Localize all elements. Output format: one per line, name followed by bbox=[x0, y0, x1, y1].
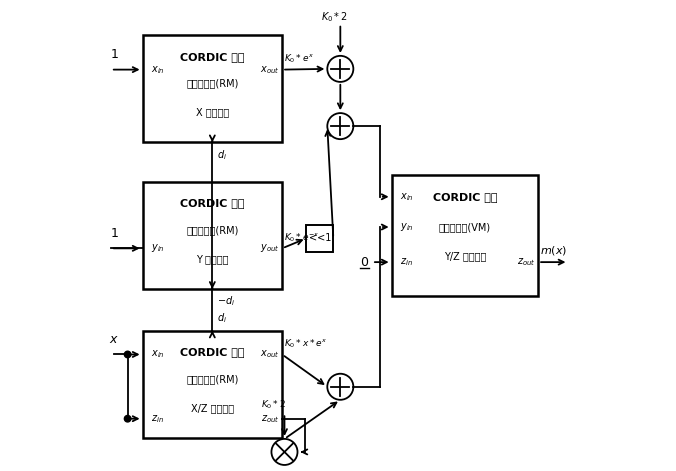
Circle shape bbox=[327, 113, 354, 139]
Text: $K_0*e^{-x}$: $K_0*e^{-x}$ bbox=[283, 231, 319, 244]
Text: $x_{in}$: $x_{in}$ bbox=[400, 191, 414, 203]
Text: $-d_i$: $-d_i$ bbox=[217, 295, 235, 309]
Circle shape bbox=[327, 374, 354, 400]
Text: 双曲坐标系(RM): 双曲坐标系(RM) bbox=[186, 374, 239, 384]
Text: $d_i$: $d_i$ bbox=[217, 148, 227, 162]
Text: $d_i$: $d_i$ bbox=[217, 311, 227, 325]
Text: 1: 1 bbox=[111, 48, 119, 61]
Circle shape bbox=[124, 415, 131, 422]
Text: $m(x)$: $m(x)$ bbox=[541, 244, 568, 257]
Text: $x_{out}$: $x_{out}$ bbox=[260, 64, 280, 75]
Bar bbox=[143, 35, 282, 142]
Text: $K_0*e^x$: $K_0*e^x$ bbox=[285, 52, 314, 65]
Text: Y 处理链路: Y 处理链路 bbox=[196, 254, 228, 264]
Circle shape bbox=[327, 56, 354, 82]
Text: $x$: $x$ bbox=[109, 333, 119, 346]
Text: $y_{in}$: $y_{in}$ bbox=[151, 243, 165, 254]
Text: <<1: <<1 bbox=[309, 233, 331, 244]
Text: 线性坐标系(VM): 线性坐标系(VM) bbox=[439, 222, 491, 232]
Bar bbox=[391, 175, 538, 296]
Text: CORDIC 算法: CORDIC 算法 bbox=[180, 52, 245, 62]
Text: $z_{in}$: $z_{in}$ bbox=[400, 256, 413, 268]
Text: 0: 0 bbox=[360, 256, 368, 268]
Text: X/Z 处理链路: X/Z 处理链路 bbox=[191, 403, 234, 413]
Text: CORDIC 算法: CORDIC 算法 bbox=[180, 347, 245, 357]
Text: 双曲坐标系(RM): 双曲坐标系(RM) bbox=[186, 79, 239, 89]
Text: Y/Z 处理链路: Y/Z 处理链路 bbox=[443, 251, 486, 261]
Text: $x_{in}$: $x_{in}$ bbox=[151, 64, 165, 75]
Text: $K_0*2$: $K_0*2$ bbox=[321, 10, 347, 24]
Bar bbox=[143, 182, 282, 289]
Text: $y_{in}$: $y_{in}$ bbox=[400, 221, 414, 233]
Text: $y_{out}$: $y_{out}$ bbox=[260, 243, 280, 254]
Circle shape bbox=[124, 351, 131, 358]
Circle shape bbox=[272, 439, 297, 465]
Text: $K_0*x*e^x$: $K_0*x*e^x$ bbox=[283, 337, 327, 350]
Bar bbox=[306, 225, 333, 252]
Text: $z_{in}$: $z_{in}$ bbox=[151, 413, 164, 424]
Text: $x_{out}$: $x_{out}$ bbox=[260, 349, 280, 360]
Text: CORDIC 算法: CORDIC 算法 bbox=[180, 198, 245, 208]
Text: 双曲坐标系(RM): 双曲坐标系(RM) bbox=[186, 225, 239, 235]
Text: 1: 1 bbox=[111, 227, 119, 240]
Text: CORDIC 算法: CORDIC 算法 bbox=[433, 192, 497, 202]
Bar bbox=[143, 331, 282, 438]
Text: X 处理链路: X 处理链路 bbox=[196, 107, 229, 117]
Text: $x_{in}$: $x_{in}$ bbox=[151, 349, 165, 360]
Text: $K_0*2$: $K_0*2$ bbox=[261, 398, 286, 411]
Text: $z_{out}$: $z_{out}$ bbox=[262, 413, 280, 424]
Text: $z_{out}$: $z_{out}$ bbox=[517, 256, 536, 268]
